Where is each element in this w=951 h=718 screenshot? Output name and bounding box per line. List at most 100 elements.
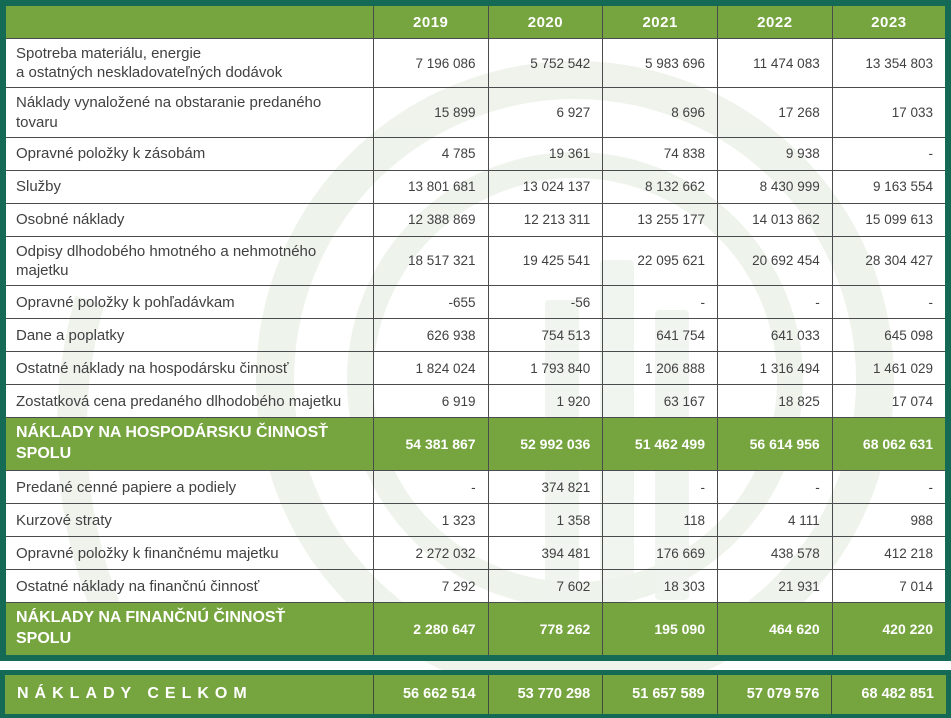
table-row: Spotreba materiálu, energie a ostatných … (2, 37, 949, 89)
value-cell: 9 938 (717, 136, 833, 171)
value-cell: 420 220 (831, 602, 949, 659)
value-cell: 1 461 029 (831, 351, 949, 386)
table-row: Kurzové straty 1 323 1 358 118 4 111 988 (2, 503, 949, 538)
value-cell: 17 074 (831, 384, 949, 419)
value-cell: 4 785 (372, 136, 489, 171)
value-cell: 13 255 177 (602, 202, 718, 237)
row-label: Odpisy dlhodobého hmotného a nehmotného … (2, 235, 374, 287)
value-cell: -56 (487, 285, 604, 320)
value-cell: - (602, 470, 718, 505)
value-cell: 13 024 137 (487, 169, 604, 204)
value-cell: 394 481 (487, 536, 604, 571)
value-cell: - (717, 470, 833, 505)
value-cell: 645 098 (831, 318, 949, 353)
value-cell: 54 381 867 (372, 417, 489, 472)
value-cell: 28 304 427 (831, 235, 949, 287)
value-cell: 2 272 032 (372, 536, 489, 571)
row-label: Zostatková cena predaného dlhodobého maj… (2, 384, 374, 419)
value-cell: 641 754 (602, 318, 718, 353)
table-row: Dane a poplatky 626 938 754 513 641 754 641 … (2, 318, 949, 353)
row-label: Ostatné náklady na finančnú činnosť (2, 569, 374, 604)
row-label: Ostatné náklady na hospodársku činnosť (2, 351, 374, 386)
value-cell: 754 513 (487, 318, 604, 353)
costs-table: 2019 2020 2021 2022 2023 Spotreba materiálu,… (0, 0, 951, 661)
value-cell: 6 927 (487, 87, 604, 138)
row-label: Dane a poplatky (2, 318, 374, 353)
value-cell: 626 938 (372, 318, 489, 353)
row-label: NÁKLADY NA FINANČNÚ ČINNOSŤ SPOLU (2, 602, 374, 659)
table-row: Ostatné náklady na hospodársku činnosť 1 … (2, 351, 949, 386)
value-cell: 18 517 321 (372, 235, 489, 287)
value-cell: 13 801 681 (372, 169, 489, 204)
value-cell: 1 358 (487, 503, 604, 538)
subtotal-row: NÁKLADY NA HOSPODÁRSKU ČINNOSŤ SPOLU 54 3… (2, 417, 949, 472)
value-cell: 5 752 542 (487, 37, 604, 89)
value-cell: 22 095 621 (602, 235, 718, 287)
value-cell: - (831, 470, 949, 505)
row-label: Opravné položky k zásobám (2, 136, 374, 171)
grand-total-value-cell: 53 770 298 (487, 671, 604, 717)
grand-total-value-cell: 51 657 589 (602, 671, 718, 717)
value-cell: - (831, 136, 949, 171)
value-cell: 13 354 803 (831, 37, 949, 89)
value-cell: 778 262 (487, 602, 604, 659)
value-cell: 1 793 840 (487, 351, 604, 386)
value-cell: 412 218 (831, 536, 949, 571)
table-row: Služby 13 801 681 13 024 137 8 132 662 8 430… (2, 169, 949, 204)
value-cell: 14 013 862 (717, 202, 833, 237)
row-label: Predané cenné papiere a podiely (2, 470, 374, 505)
value-cell: 374 821 (487, 470, 604, 505)
grand-total-table: NÁKLADY CELKOM 56 662 514 53 770 298 51 65… (0, 669, 951, 718)
value-cell: 1 920 (487, 384, 604, 419)
value-cell: 68 062 631 (831, 417, 949, 472)
value-cell: 74 838 (602, 136, 718, 171)
value-cell: 15 899 (372, 87, 489, 138)
value-cell: 7 014 (831, 569, 949, 604)
value-cell: - (372, 470, 489, 505)
table-row: Opravné položky k finančnému majetku 2 27… (2, 536, 949, 571)
row-label: Opravné položky k pohľadávkam (2, 285, 374, 320)
value-cell: 56 614 956 (717, 417, 833, 472)
value-cell: 12 213 311 (487, 202, 604, 237)
value-cell: 176 669 (602, 536, 718, 571)
value-cell: 195 090 (602, 602, 718, 659)
value-cell: 20 692 454 (717, 235, 833, 287)
subtotal-row: NÁKLADY NA FINANČNÚ ČINNOSŤ SPOLU 2 280 6… (2, 602, 949, 659)
value-cell: 18 825 (717, 384, 833, 419)
row-label: Služby (2, 169, 374, 204)
value-cell: 7 196 086 (372, 37, 489, 89)
row-label: NÁKLADY NA HOSPODÁRSKU ČINNOSŤ SPOLU (2, 417, 374, 472)
table-row: Opravné položky k zásobám 4 785 19 361 74 8… (2, 136, 949, 171)
value-cell: 7 292 (372, 569, 489, 604)
row-label: Náklady vynaložené na obstaranie predané… (2, 87, 374, 138)
value-cell: - (602, 285, 718, 320)
table-row: Predané cenné papiere a podiely -374 821-… (2, 470, 949, 505)
grand-total-label: NÁKLADY CELKOM (2, 671, 374, 717)
value-cell: 1 206 888 (602, 351, 718, 386)
value-cell: 5 983 696 (602, 37, 718, 89)
value-cell: 17 033 (831, 87, 949, 138)
value-cell: 63 167 (602, 384, 718, 419)
year-header-row: 2019 2020 2021 2022 2023 (2, 2, 949, 39)
table-row: Opravné položky k pohľadávkam -655 -56- - - (2, 285, 949, 320)
table-row: Ostatné náklady na finančnú činnosť 7 292… (2, 569, 949, 604)
value-cell: 464 620 (717, 602, 833, 659)
value-cell: 438 578 (717, 536, 833, 571)
value-cell: 21 931 (717, 569, 833, 604)
value-cell: 988 (831, 503, 949, 538)
row-label: Kurzové straty (2, 503, 374, 538)
value-cell: 15 099 613 (831, 202, 949, 237)
value-cell: 8 430 999 (717, 169, 833, 204)
value-cell: 1 316 494 (717, 351, 833, 386)
corner-cell (2, 2, 374, 39)
value-cell: 11 474 083 (717, 37, 833, 89)
year-column-header: 2020 (487, 2, 604, 39)
grand-total-row: NÁKLADY CELKOM 56 662 514 53 770 298 51 65… (2, 671, 949, 717)
value-cell: 2 280 647 (372, 602, 489, 659)
grand-total-value-cell: 57 079 576 (716, 671, 833, 717)
grand-total-value-cell: 68 482 851 (831, 671, 949, 717)
value-cell: 7 602 (487, 569, 604, 604)
value-cell: 52 992 036 (487, 417, 604, 472)
table-row: Zostatková cena predaného dlhodobého maj… (2, 384, 949, 419)
